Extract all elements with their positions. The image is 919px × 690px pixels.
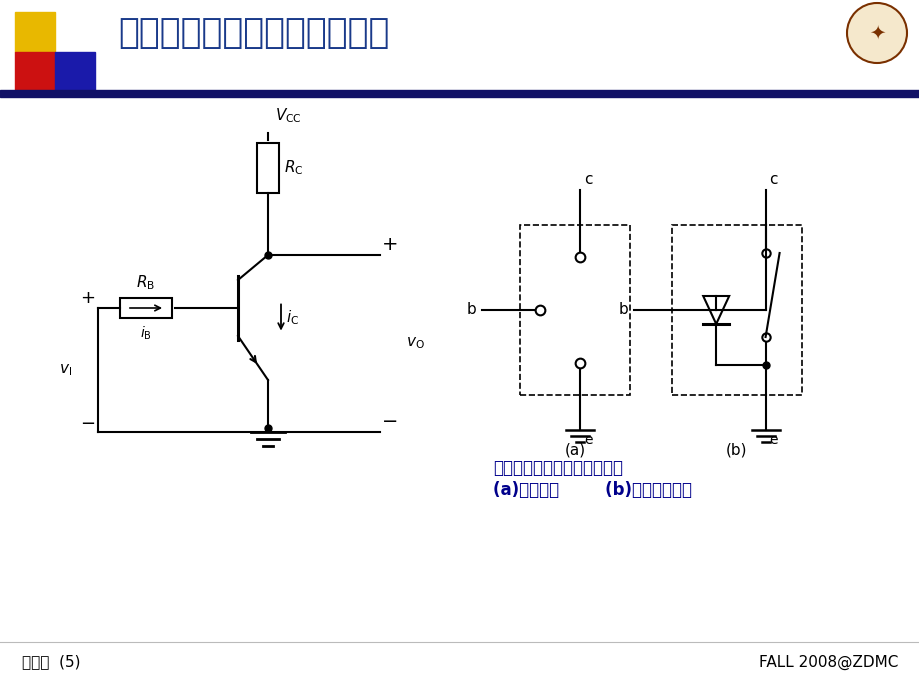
Polygon shape [702,296,729,324]
Text: −: − [381,413,398,431]
Bar [519,225,630,395]
Text: c: c [584,172,593,187]
Text: e: e [584,433,593,447]
Bar [55,52,95,92]
Bar [15,12,55,52]
Text: $R_{\rm B}$: $R_{\rm B}$ [136,273,155,292]
Bar [119,298,172,318]
Bar [0,90,919,97]
Text: $v_{\rm O}$: $v_{\rm O}$ [405,335,425,351]
Text: (a)截止状态        (b)饱和导通状态: (a)截止状态 (b)饱和导通状态 [493,481,691,499]
Text: $v_{\rm I}$: $v_{\rm I}$ [59,362,72,378]
Text: ✦: ✦ [868,23,884,43]
Text: (b): (b) [725,442,747,457]
Bar [15,52,55,92]
Text: −: − [80,415,96,433]
Text: $V_{\rm CC}$: $V_{\rm CC}$ [275,106,301,125]
Text: +: + [381,235,398,255]
Text: 双极型三极管的开关等效电路: 双极型三极管的开关等效电路 [493,459,622,477]
Text: 门电路  (5): 门电路 (5) [22,655,81,669]
Text: e: e [769,433,777,447]
Text: b: b [618,302,628,317]
Bar [671,225,801,395]
Text: c: c [769,172,777,187]
Text: +: + [81,289,96,307]
Text: $i_{\rm B}$: $i_{\rm B}$ [140,325,152,342]
Text: $i_{\rm C}$: $i_{\rm C}$ [286,308,299,327]
Text: b: b [466,302,475,317]
Text: (a): (a) [564,442,584,457]
Circle shape [846,3,906,63]
Text: 双极型三极管的基本开关电路: 双极型三极管的基本开关电路 [118,16,389,50]
Text: $R_{\rm C}$: $R_{\rm C}$ [284,159,303,177]
Bar [256,143,278,193]
Text: FALL 2008@ZDMC: FALL 2008@ZDMC [758,654,897,669]
